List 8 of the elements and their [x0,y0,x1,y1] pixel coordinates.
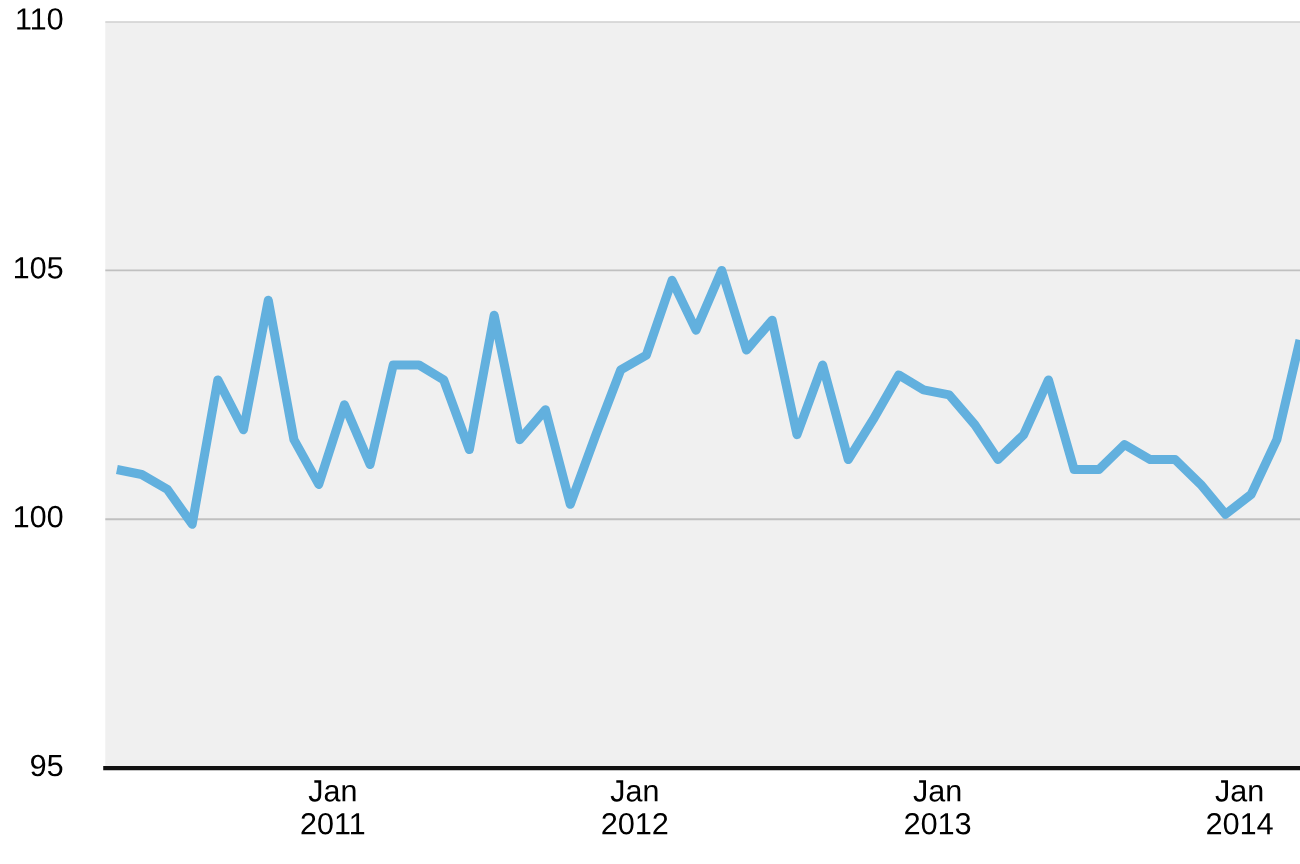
y-tick-label: 100 [14,505,63,528]
y-tick-label: 110 [17,8,63,30]
x-tick-label: Jan 2011 [301,780,365,835]
y-tick-label: 95 [31,754,63,777]
x-tick-label: Jan 2012 [602,780,668,835]
x-tick-label: Jan 2013 [905,780,971,835]
y-tick-label: 105 [14,257,63,279]
x-tick-label: Jan 2014 [1207,780,1273,835]
